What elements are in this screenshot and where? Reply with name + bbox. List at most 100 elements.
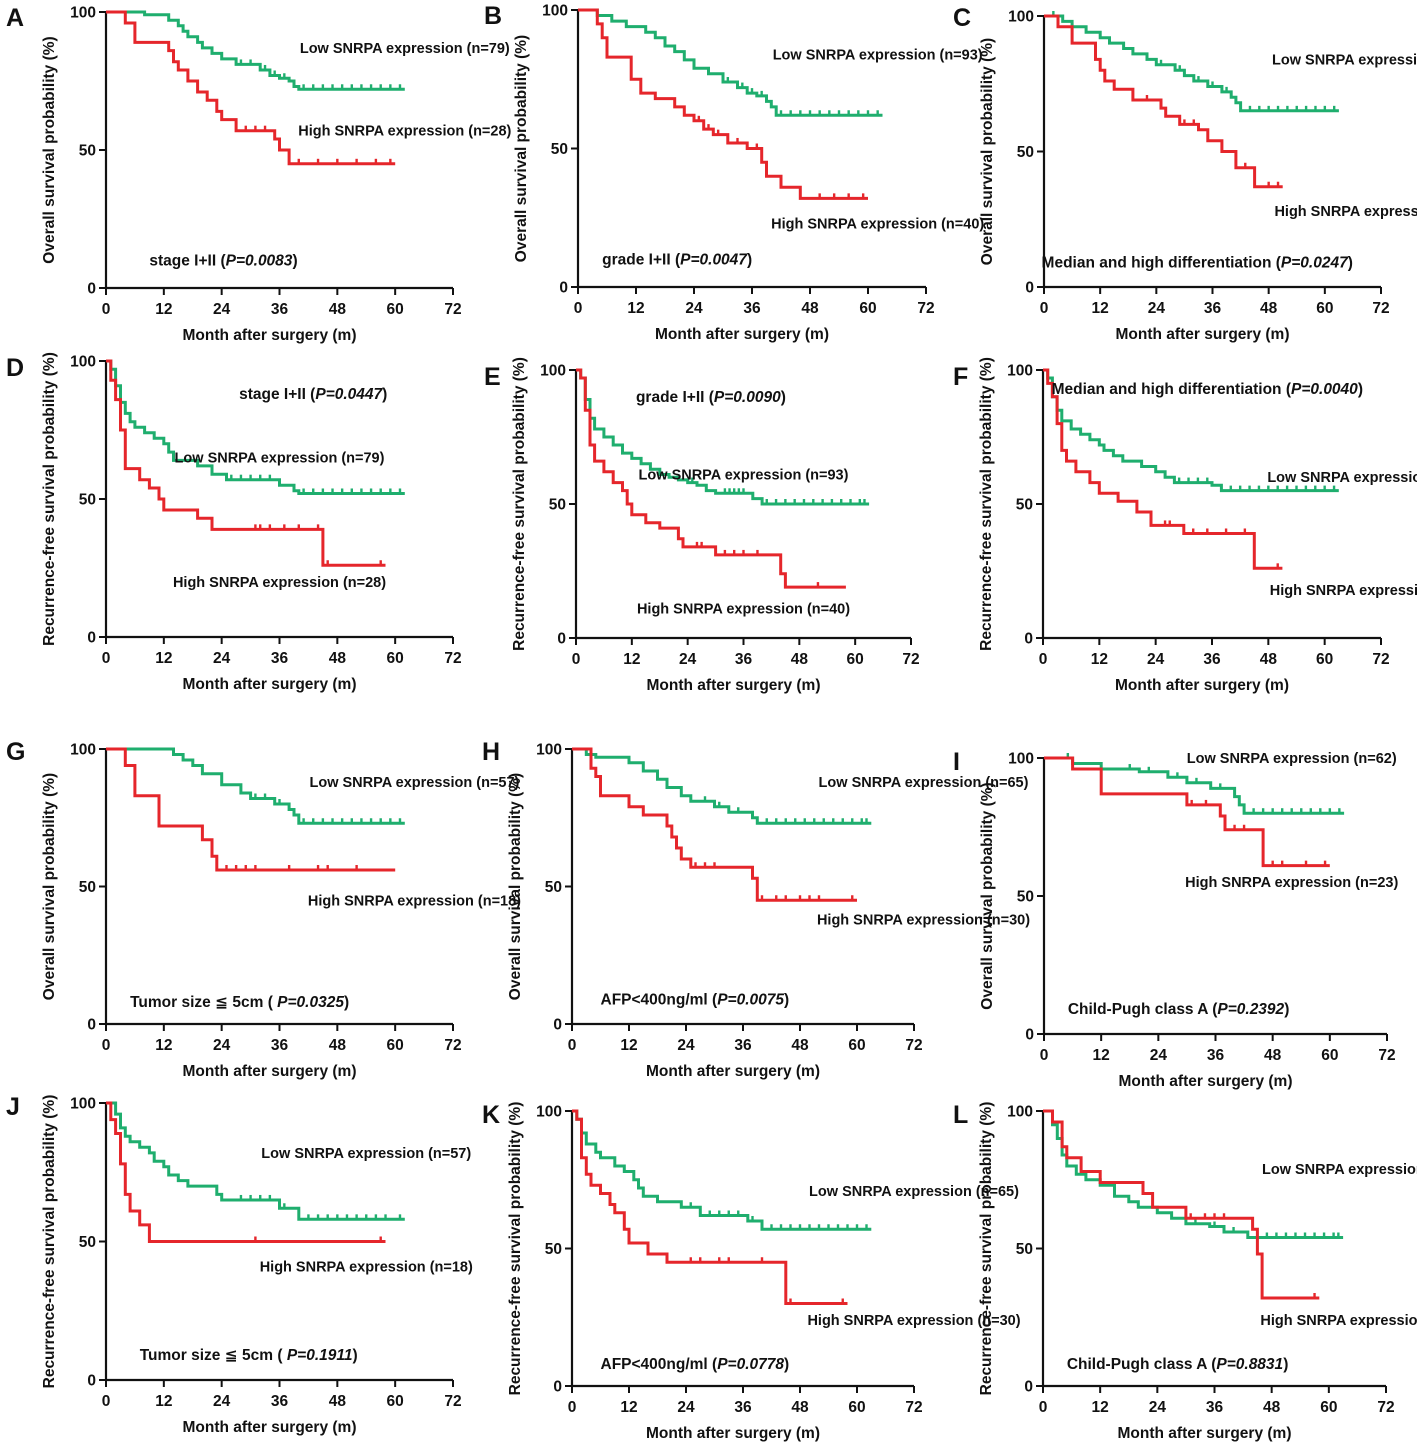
panel-c: C 0 12 24 36 48 60 72 0 50 100 Month after surgery … xyxy=(953,4,1417,343)
x-tick-label: 12 xyxy=(155,650,172,667)
p-value: P=0.8831 xyxy=(1216,1356,1283,1373)
annotation-suffix: ) xyxy=(352,1347,357,1364)
x-tick-label: 48 xyxy=(1260,300,1278,317)
panel-g: G 0 12 24 36 48 60 72 0 50 100 Month after surgery … xyxy=(6,738,521,1080)
y-tick-label: 100 xyxy=(540,363,566,380)
y-tick-label: 50 xyxy=(545,879,562,896)
y-tick-label: 100 xyxy=(542,3,568,20)
panel-letter: I xyxy=(953,748,960,776)
y-tick-label: 100 xyxy=(536,1104,562,1121)
x-axis-title: Month after surgery (m) xyxy=(1115,677,1289,694)
y-tick-label: 50 xyxy=(1017,144,1034,161)
low-expression-label: Low SNRPA expression (n=57) xyxy=(261,1146,471,1162)
x-tick-label: 60 xyxy=(387,650,404,667)
annotation-prefix: grade I+II ( xyxy=(636,389,715,406)
x-tick-label: 24 xyxy=(213,1393,231,1410)
y-tick-label: 50 xyxy=(545,1241,562,1258)
p-value-annotation: Child-Pugh class A (P=0.2392) xyxy=(1068,1001,1290,1018)
p-value-annotation: stage I+II (P=0.0447) xyxy=(239,386,387,403)
y-tick-label: 0 xyxy=(1025,280,1034,297)
low-expression-label: Low SNRPA expression (n=62) xyxy=(1187,751,1397,767)
x-tick-label: 48 xyxy=(329,301,347,318)
p-value: P=0.0083 xyxy=(226,252,293,269)
panel-letter: L xyxy=(953,1101,968,1129)
y-axis-title: Overall survival probability (%) xyxy=(41,36,58,263)
x-tick-label: 60 xyxy=(1316,300,1333,317)
low-expression-curve xyxy=(106,1101,405,1221)
y-tick-label: 100 xyxy=(70,742,96,759)
x-tick-label: 0 xyxy=(1039,1399,1048,1416)
panel-i: I 0 12 24 36 48 60 72 0 50 100 Month after surgery … xyxy=(953,748,1398,1090)
p-value: P=0.0075 xyxy=(717,991,784,1008)
y-axis-title: Overall survival probability (%) xyxy=(979,38,996,265)
x-tick-label: 12 xyxy=(155,301,172,318)
x-axis-title: Month after surgery (m) xyxy=(183,676,357,693)
x-axis-title: Month after surgery (m) xyxy=(1116,326,1290,343)
x-axis-title: Month after surgery (m) xyxy=(655,326,829,343)
high-expression-curve xyxy=(1043,1109,1320,1300)
low-expression-label: Low SNRPA expression (n=101) xyxy=(1267,470,1417,486)
panel-letter: G xyxy=(6,738,25,766)
low-expression-label: Low SNRPA expression (n=79) xyxy=(175,451,385,467)
low-expression-label: Low SNRPA expression (n=101) xyxy=(1272,52,1417,68)
x-tick-label: 12 xyxy=(1092,1399,1109,1416)
annotation-prefix: grade I+II ( xyxy=(602,251,681,268)
x-tick-label: 12 xyxy=(627,300,644,317)
annotation-prefix: Tumor size ≦ 5cm ( xyxy=(130,994,277,1011)
x-tick-label: 0 xyxy=(1040,1047,1049,1064)
x-tick-label: 0 xyxy=(102,301,111,318)
high-expression-label: High SNRPA expression (n=23) xyxy=(1185,875,1398,891)
low-expression-label: Low SNRPA expression (n=93) xyxy=(639,468,849,484)
y-axis-title: Recurrence-free survival probability (%) xyxy=(511,357,528,651)
panel-a: A 0 12 24 36 48 60 72 0 50 100 Month after surgery … xyxy=(6,4,512,344)
high-expression-curve xyxy=(572,747,857,902)
p-value: P=0.0040 xyxy=(1291,381,1358,398)
y-axis-title: Recurrence-free survival probability (%) xyxy=(41,352,58,646)
y-tick-label: 50 xyxy=(79,1234,96,1251)
annotation-suffix: ) xyxy=(784,991,789,1008)
annotation-suffix: ) xyxy=(1348,255,1353,272)
p-value-annotation: Median and high differentiation (P=0.004… xyxy=(1052,381,1363,398)
x-tick-label: 24 xyxy=(213,650,231,667)
high-expression-label: High SNRPA expression (n=30) xyxy=(807,1313,1020,1329)
y-tick-label: 50 xyxy=(1017,889,1034,906)
x-tick-label: 12 xyxy=(620,1037,637,1054)
annotation-prefix: Child-Pugh class A ( xyxy=(1068,1001,1218,1018)
x-tick-label: 72 xyxy=(444,650,461,667)
x-tick-label: 36 xyxy=(271,301,289,318)
x-tick-label: 36 xyxy=(734,1399,752,1416)
high-expression-label: High SNRPA expression (n=30) xyxy=(817,913,1030,929)
y-tick-label: 0 xyxy=(557,631,566,648)
x-tick-label: 72 xyxy=(1377,1399,1394,1416)
y-tick-label: 0 xyxy=(553,1379,562,1396)
annotation-prefix: stage I+II ( xyxy=(239,386,316,403)
x-tick-label: 72 xyxy=(444,1393,461,1410)
x-tick-label: 24 xyxy=(1148,300,1166,317)
panel-j: J 0 12 24 36 48 60 72 0 50 100 Month after surgery … xyxy=(6,1093,473,1436)
x-axis-title: Month after surgery (m) xyxy=(183,1063,357,1080)
x-tick-label: 0 xyxy=(1039,651,1048,668)
x-tick-label: 72 xyxy=(444,1037,461,1054)
x-tick-label: 0 xyxy=(102,1037,111,1054)
p-value-annotation: grade I+II (P=0.0047) xyxy=(602,251,752,268)
p-value: P=0.0447 xyxy=(315,386,383,403)
y-axis-title: Recurrence-free survival probability (%) xyxy=(41,1095,58,1389)
y-axis-title: Recurrence-free survival probability (%) xyxy=(978,1102,995,1396)
x-tick-label: 48 xyxy=(791,651,809,668)
panel-d: D 0 12 24 36 48 60 72 0 50 100 Month after surgery … xyxy=(6,352,462,693)
p-value: P=0.0247 xyxy=(1281,255,1349,272)
panel-f: F 0 12 24 36 48 60 72 0 50 100 Month after surgery … xyxy=(953,357,1417,694)
x-tick-label: 0 xyxy=(568,1399,577,1416)
x-tick-label: 48 xyxy=(791,1037,809,1054)
y-tick-label: 100 xyxy=(1007,1104,1033,1121)
y-tick-label: 50 xyxy=(551,141,568,158)
y-tick-label: 100 xyxy=(1008,9,1034,26)
x-tick-label: 24 xyxy=(1150,1047,1168,1064)
annotation-prefix: Tumor size ≦ 5cm ( xyxy=(140,1347,287,1364)
x-tick-label: 12 xyxy=(620,1399,637,1416)
low-expression-label: Low SNRPA expression (n=57) xyxy=(309,775,519,791)
y-tick-label: 50 xyxy=(549,497,566,514)
p-value-annotation: Median and high differentiation (P=0.024… xyxy=(1042,255,1353,272)
high-expression-label: High SNRPA expression (n=37) xyxy=(1270,583,1417,599)
